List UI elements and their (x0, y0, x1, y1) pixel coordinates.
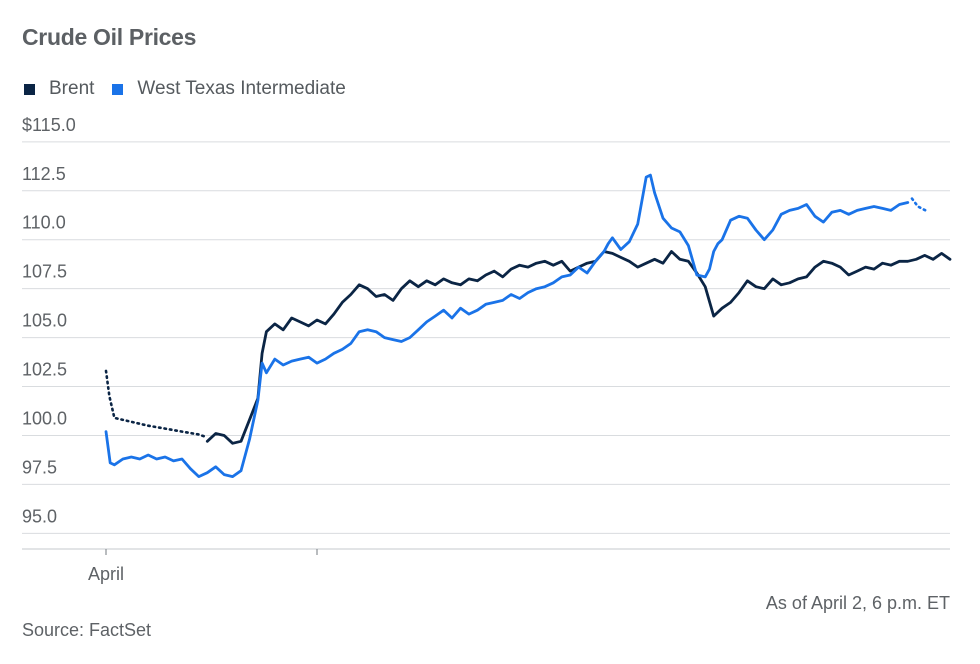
legend-swatch-brent (24, 83, 35, 95)
y-tick-label: 95.0 (22, 506, 57, 526)
legend: Brent West Texas Intermediate (24, 78, 364, 100)
legend-item-brent[interactable]: Brent (24, 78, 94, 100)
series-line-wti (104, 173, 910, 479)
legend-label-brent: Brent (49, 78, 95, 99)
y-tick-label: 100.0 (22, 408, 67, 428)
series-line-brent-dotted (104, 369, 209, 439)
series-line-brent (205, 250, 952, 445)
y-tick-label: 110.0 (22, 213, 66, 233)
source-note: Source: FactSet (22, 620, 152, 640)
legend-swatch-wti (112, 83, 124, 95)
as-of-note: As of April 2, 6 p.m. ET (765, 593, 950, 613)
series-line-wti-dotted (910, 197, 927, 212)
y-tick-label: 97.5 (22, 457, 57, 477)
x-tick-label: April (88, 564, 124, 584)
y-tick-label: 102.5 (22, 360, 67, 380)
legend-label-wti: West Texas Intermediate (137, 78, 346, 99)
y-tick-label: $115.0 (22, 115, 76, 135)
y-tick-label: 112.5 (22, 164, 66, 184)
legend-item-wti[interactable]: West Texas Intermediate (112, 78, 346, 100)
y-tick-label: 105.0 (22, 311, 67, 331)
chart-title: Crude Oil Prices (22, 24, 197, 50)
y-tick-label: 107.5 (22, 262, 67, 282)
